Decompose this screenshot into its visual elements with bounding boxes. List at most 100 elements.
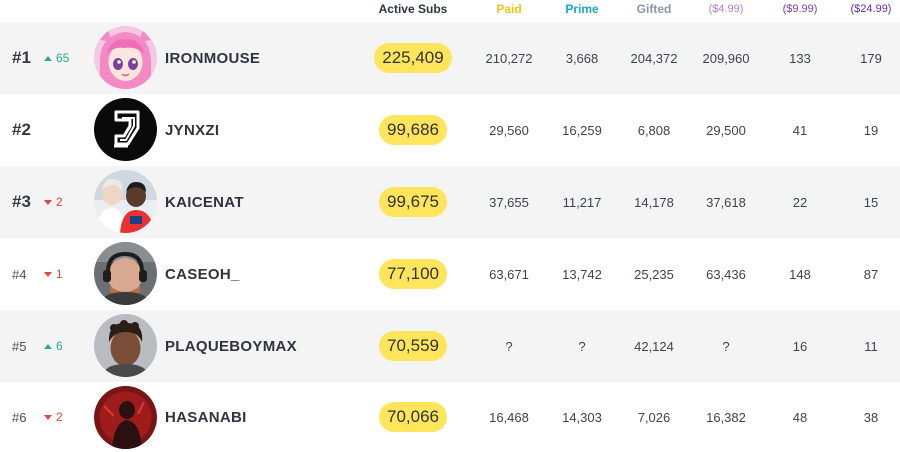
tier1-value: 16,382 [706,409,746,425]
active-subs-pill: 99,675 [379,187,447,217]
paid-value: 210,272 [485,50,533,66]
rank-label: #5 [12,338,27,354]
tier1-value: 37,618 [706,194,746,210]
table-header: Active Subs Paid Prime Gifted ($4.99) ($… [0,0,900,22]
streamer-name[interactable]: PLAQUEBOYMAX [165,337,297,355]
rank-change-value: 1 [56,267,63,281]
two-people-photo-avatar-icon [94,170,157,233]
active-subs-cell: 99,686 [372,94,454,166]
tier2-value: 48 [792,409,808,425]
avatar[interactable] [94,98,157,161]
paid-value: 29,560 [489,122,529,138]
rank-change: 6 [44,310,63,382]
avatar[interactable] [94,314,157,377]
tier2-value: 133 [789,50,811,66]
headset-man-avatar-icon [94,242,157,305]
tier1-value: 29,500 [706,122,746,138]
arrow-up-icon [44,343,52,349]
paid-value: 37,655 [489,194,529,210]
gifted-value: 42,124 [634,338,674,354]
avatar[interactable] [94,386,157,449]
leaderboard-table: #1 65 IRONMOUSE 225,409 210,272 3,668 20… [0,22,900,452]
table-row[interactable]: #5 6 PLAQUEBOYMAX 70,559 ? ? 42,124 ? 16… [0,310,900,382]
rank-change: 2 [44,166,63,238]
streamer-name[interactable]: JYNXZI [165,121,220,139]
red-silhouette-avatar-icon [94,386,157,449]
streamer-name[interactable]: CASEOH_ [165,265,240,283]
streamer-name[interactable]: IRONMOUSE [165,49,261,67]
arrow-down-icon [44,414,52,420]
column-header-tier2[interactable]: ($9.99) [782,3,818,15]
tier3-value: 11 [864,338,878,354]
table-row[interactable]: #2 JYNXZI 99,686 29,560 16,259 6,808 29,… [0,94,900,166]
arrow-down-icon [44,271,52,277]
tier2-value: 22 [792,194,808,210]
column-header-paid[interactable]: Paid [496,2,522,16]
prime-value: ? [578,338,586,354]
rank-change: 1 [44,238,63,310]
rank-change-value: 6 [56,339,63,353]
tier2-value: 16 [792,338,808,354]
arrow-down-icon [44,199,52,205]
paid-value: ? [505,338,513,354]
rank-label: #6 [12,409,27,425]
tier1-value: ? [722,338,730,354]
streamer-name[interactable]: KAICENAT [165,193,244,211]
column-header-prime[interactable]: Prime [565,2,599,16]
tier1-value: 63,436 [706,266,746,282]
paid-value: 63,671 [489,266,529,282]
avatar[interactable] [94,170,157,233]
table-row[interactable]: #4 1 CASEOH_ 77,100 63,671 13,742 25,235… [0,238,900,310]
rank-label: #2 [12,120,31,139]
gifted-value: 25,235 [634,266,674,282]
avatar[interactable] [94,26,157,89]
column-header-tier3[interactable]: ($24.99) [850,3,892,15]
tier3-value: 19 [863,122,879,138]
column-header-gifted[interactable]: Gifted [636,2,672,16]
active-subs-pill: 70,559 [379,331,447,361]
rank-change-value: 65 [56,51,70,65]
tier3-value: 179 [860,50,882,66]
arrow-up-icon [44,55,52,61]
table-row[interactable]: #6 2 HASANABI 70,066 16,468 14,303 7,026… [0,382,900,452]
streamer-name[interactable]: HASANABI [165,408,247,426]
gifted-value: 14,178 [634,194,674,210]
rank-change-value: 2 [56,410,63,424]
active-subs-cell: 70,559 [372,310,454,382]
rank-change: 65 [44,22,69,94]
table-row[interactable]: #1 65 IRONMOUSE 225,409 210,272 3,668 20… [0,22,900,94]
active-subs-pill: 70,066 [379,402,447,432]
table-row[interactable]: #3 2 KAICENAT 99,675 37,655 11,217 14,17… [0,166,900,238]
paid-value: 16,468 [489,409,529,425]
rank-label: #1 [12,48,31,67]
tier1-value: 209,960 [702,50,750,66]
man-portrait-avatar-icon [94,314,157,377]
gifted-value: 6,808 [637,122,671,138]
column-header-active-subs[interactable]: Active Subs [378,2,448,16]
active-subs-cell: 77,100 [372,238,454,310]
active-subs-pill: 225,409 [374,43,452,73]
rank-change: 2 [44,382,63,452]
active-subs-pill: 77,100 [379,259,447,289]
active-subs-cell: 99,675 [372,166,454,238]
pink-haired-anime-avatar-icon [94,26,157,89]
jd-logo-avatar-icon [94,98,157,161]
tier3-value: 15 [863,194,879,210]
prime-value: 13,742 [562,266,602,282]
prime-value: 3,668 [565,50,599,66]
active-subs-cell: 70,066 [372,382,454,452]
avatar[interactable] [94,242,157,305]
tier3-value: 87 [863,266,879,282]
active-subs-pill: 99,686 [379,115,447,145]
prime-value: 16,259 [562,122,602,138]
column-header-tier1[interactable]: ($4.99) [708,3,744,15]
rank-change-value: 2 [56,195,63,209]
rank-label: #4 [12,266,27,282]
tier2-value: 41 [792,122,808,138]
prime-value: 11,217 [562,194,602,210]
gifted-value: 204,372 [630,50,678,66]
rank-label: #3 [12,192,31,211]
active-subs-cell: 225,409 [372,22,454,94]
tier3-value: 38 [863,409,879,425]
prime-value: 14,303 [562,409,602,425]
